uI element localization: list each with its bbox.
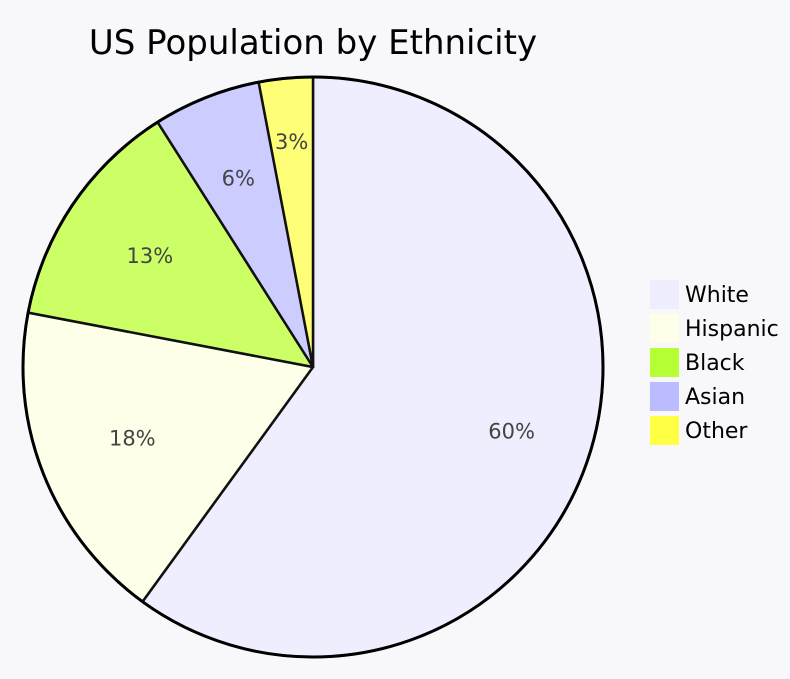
legend-swatch-white xyxy=(650,280,679,309)
slice-label-asian: 6% xyxy=(222,166,255,190)
legend-label-black: Black xyxy=(685,351,745,376)
slice-labels: 60% 18% 13% 6% 3% xyxy=(109,130,535,451)
chart-title: US Population by Ethnicity xyxy=(89,23,537,63)
slice-label-white: 60% xyxy=(488,420,535,444)
pie-outline xyxy=(21,75,605,659)
legend-swatch-asian xyxy=(650,382,679,411)
legend-swatch-other xyxy=(650,416,679,445)
slice-label-black: 13% xyxy=(127,244,174,268)
legend-swatch-black xyxy=(650,348,679,377)
pie-slices xyxy=(21,75,605,659)
legend-label-other: Other xyxy=(685,419,748,444)
legend-label-white: White xyxy=(685,283,749,308)
legend: White Hispanic Black Asian Other xyxy=(650,280,779,445)
legend-label-hispanic: Hispanic xyxy=(685,317,779,342)
slice-label-hispanic: 18% xyxy=(109,427,156,451)
legend-label-asian: Asian xyxy=(685,385,745,410)
slice-label-other: 3% xyxy=(275,130,308,154)
legend-swatch-hispanic xyxy=(650,314,679,343)
